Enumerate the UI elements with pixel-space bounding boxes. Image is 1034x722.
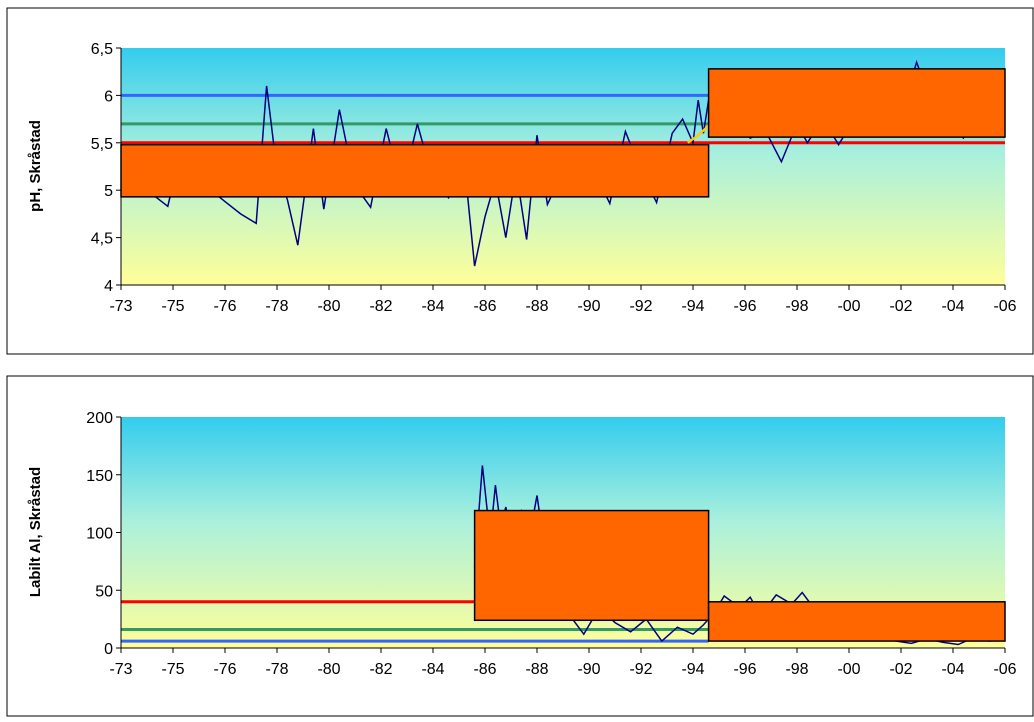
ph-x-tick-label: -84 <box>421 298 444 315</box>
ph-y-tick-label: 5,5 <box>91 136 113 153</box>
al-y-tick-label: 150 <box>86 468 113 485</box>
ph-y-axis-label: pH, Skråstad <box>27 120 44 212</box>
al-x-tick-label: -94 <box>681 661 704 678</box>
ph-x-tick-label: -06 <box>993 298 1016 315</box>
ph-y-tick-label: 5 <box>104 183 113 200</box>
al-x-tick-label: -92 <box>629 661 652 678</box>
ph-x-tick-label: -00 <box>837 298 860 315</box>
al-x-tick-label: -76 <box>213 661 236 678</box>
al-x-tick-label: -86 <box>473 661 496 678</box>
ph-x-tick-label: -76 <box>213 298 236 315</box>
ph-x-tick-label: -73 <box>109 298 132 315</box>
ph-x-tick-label: -04 <box>941 298 964 315</box>
ph-x-tick-label: -82 <box>369 298 392 315</box>
ph-range-box-1 <box>707 68 1006 138</box>
ph-x-tick-label: -88 <box>525 298 548 315</box>
al-x-tick-label: -98 <box>785 661 808 678</box>
al-x-tick-label: -00 <box>837 661 860 678</box>
al-y-tick-label: 200 <box>86 410 113 427</box>
al-y-axis-label: Labilt Al, Skråstad <box>27 467 44 597</box>
al-range-box-1 <box>707 601 1006 642</box>
ph-y-tick-label: 4 <box>104 278 113 295</box>
ph-range-box-0 <box>120 143 710 198</box>
ph-y-tick-label: 6,5 <box>91 41 113 58</box>
ph-x-tick-label: -96 <box>733 298 756 315</box>
ph-x-tick-label: -92 <box>629 298 652 315</box>
al-x-tick-label: -78 <box>265 661 288 678</box>
ph-x-tick-label: -75 <box>161 298 184 315</box>
al-x-tick-label: -82 <box>369 661 392 678</box>
al-x-tick-label: -02 <box>889 661 912 678</box>
al-x-tick-label: -84 <box>421 661 444 678</box>
al-x-tick-label: -90 <box>577 661 600 678</box>
al-x-tick-label: -73 <box>109 661 132 678</box>
ph-x-tick-label: -86 <box>473 298 496 315</box>
al-x-tick-label: -96 <box>733 661 756 678</box>
al-y-tick-label: 0 <box>104 641 113 658</box>
ph-x-tick-label: -90 <box>577 298 600 315</box>
al-range-box-0 <box>473 509 710 622</box>
al-x-tick-label: -88 <box>525 661 548 678</box>
ph-x-tick-label: -02 <box>889 298 912 315</box>
al-y-tick-label: 100 <box>86 526 113 543</box>
al-chart: 0 50 100 150 200 -73 -75 -76 -78 -80 -82 -84 -86 -88 -… <box>6 375 1034 717</box>
al-x-tick-label: -75 <box>161 661 184 678</box>
ph-x-tick-label: -94 <box>681 298 704 315</box>
ph-y-tick-label: 6 <box>104 88 113 105</box>
ph-y-tick-label: 4,5 <box>91 231 113 248</box>
ph-x-tick-label: -78 <box>265 298 288 315</box>
ph-x-tick-label: -98 <box>785 298 808 315</box>
ph-chart: 4 4,5 5 5,5 6 6,5 -73 -75 -76 -78 -80 -82 -84 -86 -88 -… <box>6 7 1034 355</box>
al-y-tick-label: 50 <box>95 583 113 600</box>
al-x-tick-label: -06 <box>993 661 1016 678</box>
al-x-tick-label: -04 <box>941 661 964 678</box>
ph-x-tick-label: -80 <box>317 298 340 315</box>
al-x-tick-label: -80 <box>317 661 340 678</box>
ph-accent-line <box>687 124 710 144</box>
